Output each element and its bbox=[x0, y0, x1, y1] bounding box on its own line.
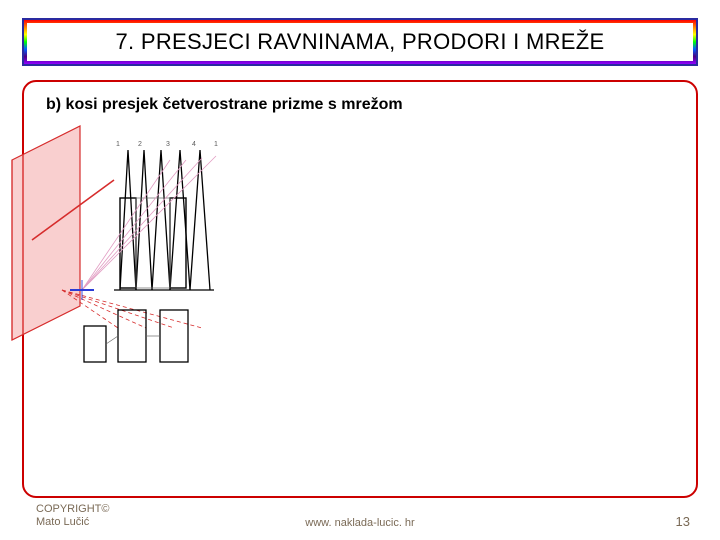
title-frame: 7. PRESJECI RAVNINAMA, PRODORI I MREŽE bbox=[22, 18, 698, 66]
diagram: 1 2 3 4 1 bbox=[10, 120, 278, 420]
content-frame: b) kosi presjek četverostrane prizme s m… bbox=[22, 80, 698, 498]
svg-text:1: 1 bbox=[214, 141, 218, 148]
footer-url: www. naklada-lucic. hr bbox=[0, 517, 720, 529]
svg-text:2: 2 bbox=[138, 141, 142, 148]
title-inner: 7. PRESJECI RAVNINAMA, PRODORI I MREŽE bbox=[27, 23, 693, 61]
diagram-svg: 1 2 3 4 1 bbox=[10, 120, 278, 420]
subtitle: b) kosi presjek četverostrane prizme s m… bbox=[46, 96, 678, 114]
slide: 7. PRESJECI RAVNINAMA, PRODORI I MREŽE b… bbox=[0, 0, 720, 540]
footer-copyright-line1: COPYRIGHT© bbox=[36, 503, 110, 515]
svg-text:1: 1 bbox=[116, 141, 120, 148]
svg-text:4: 4 bbox=[192, 141, 196, 148]
page-title: 7. PRESJECI RAVNINAMA, PRODORI I MREŽE bbox=[116, 29, 605, 55]
footer-page-number: 13 bbox=[676, 514, 690, 529]
svg-text:3: 3 bbox=[166, 141, 170, 148]
